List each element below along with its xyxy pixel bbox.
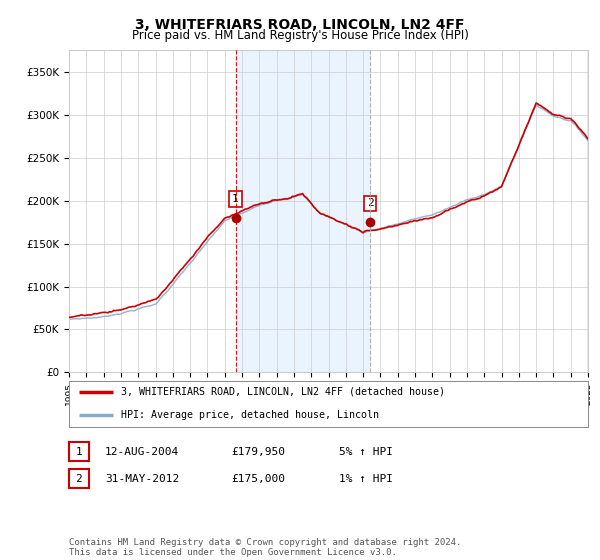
Bar [587,50,588,372]
Text: Price paid vs. HM Land Registry's House Price Index (HPI): Price paid vs. HM Land Registry's House … [131,29,469,42]
Text: 3, WHITEFRIARS ROAD, LINCOLN, LN2 4FF (detached house): 3, WHITEFRIARS ROAD, LINCOLN, LN2 4FF (d… [121,387,445,397]
Text: 2: 2 [367,198,374,208]
Text: 1: 1 [76,447,82,457]
Text: 2: 2 [76,474,82,484]
Text: HPI: Average price, detached house, Lincoln: HPI: Average price, detached house, Linc… [121,410,379,420]
Text: £175,000: £175,000 [231,474,285,484]
Text: £179,950: £179,950 [231,447,285,457]
Bar [236,50,370,372]
Text: 1: 1 [232,194,239,204]
Text: Contains HM Land Registry data © Crown copyright and database right 2024.
This d: Contains HM Land Registry data © Crown c… [69,538,461,557]
Text: 12-AUG-2004: 12-AUG-2004 [105,447,179,457]
Text: 3, WHITEFRIARS ROAD, LINCOLN, LN2 4FF: 3, WHITEFRIARS ROAD, LINCOLN, LN2 4FF [135,18,465,32]
Text: 1% ↑ HPI: 1% ↑ HPI [339,474,393,484]
Text: 31-MAY-2012: 31-MAY-2012 [105,474,179,484]
Text: 5% ↑ HPI: 5% ↑ HPI [339,447,393,457]
